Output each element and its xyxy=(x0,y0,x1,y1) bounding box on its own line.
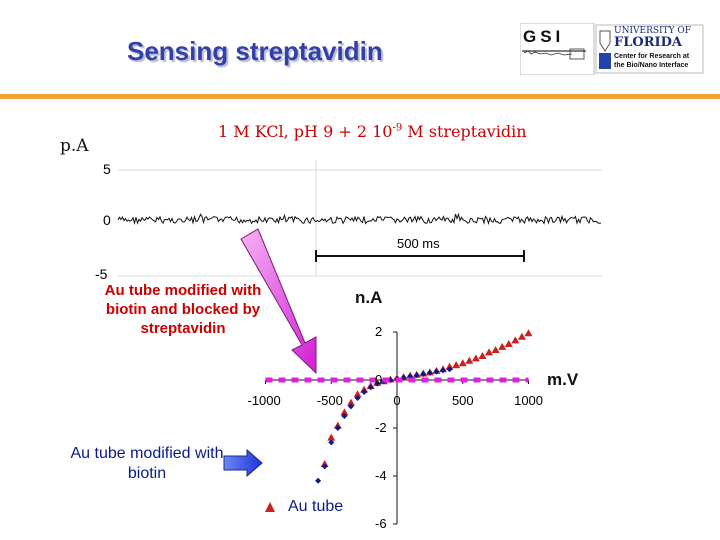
logo-graphics xyxy=(520,23,704,75)
biotin-point xyxy=(440,367,447,374)
au-tube-point xyxy=(327,433,336,441)
uf-logo-line2: FLORIDA xyxy=(614,35,682,50)
au-tube-point xyxy=(485,348,494,356)
au-tube-point xyxy=(498,342,507,350)
au-tube-point xyxy=(478,352,487,359)
au-tube-point xyxy=(524,329,533,337)
biotin-point xyxy=(341,413,348,419)
iv-x-tick-label: 0 xyxy=(393,393,401,408)
au-tube-point xyxy=(511,336,520,344)
trace-condition: 1 M KCl, pH 9 + 2 10-9 M streptavidin xyxy=(218,122,527,141)
au-tube-point xyxy=(346,398,355,406)
current-trace xyxy=(117,212,602,226)
au-tube-point xyxy=(465,356,474,364)
header-divider xyxy=(0,94,720,99)
iv-x-tick-label: -500 xyxy=(316,393,343,408)
condition-tail: M streptavidin xyxy=(402,122,527,141)
biotin-point xyxy=(354,395,361,401)
biotin-point xyxy=(446,366,453,373)
uf-center-line1: Center for Research at xyxy=(614,53,690,60)
biotin-point xyxy=(420,371,427,377)
biotin-point xyxy=(433,368,440,375)
au-tube-point xyxy=(458,359,467,367)
iv-y-tick-label: 0 xyxy=(375,372,383,387)
biotin-point xyxy=(334,425,341,431)
pointer-arrow-blue xyxy=(223,448,263,478)
au-tube-point xyxy=(504,340,513,347)
au-tube-point xyxy=(340,408,349,416)
iv-x-tick-label: 500 xyxy=(451,393,474,408)
biotin-point xyxy=(361,389,368,395)
iv-y-tick-label: -2 xyxy=(375,420,387,435)
uf-logo-line1: UNIVERSITY OF xyxy=(614,26,692,36)
gsi-logo-text: GSI xyxy=(523,27,565,46)
iv-x-axis-label: m.V xyxy=(547,370,579,389)
iv-x-tick-label: 1000 xyxy=(514,393,544,408)
au-tube-point xyxy=(471,354,480,362)
condition-main: 1 M KCl, pH 9 + 2 10 xyxy=(218,122,393,141)
biotin-point xyxy=(328,439,335,446)
iv-y-axis-label: n.A xyxy=(355,288,383,307)
trace-y-unit: p.A xyxy=(60,136,89,156)
uf-center-line2: the Bio/Nano Interface xyxy=(614,62,689,69)
biotin-point xyxy=(315,477,322,484)
biotin-point xyxy=(321,463,328,470)
iv-y-tick-label: -4 xyxy=(375,468,387,483)
biotin-point xyxy=(426,369,433,376)
au-tube-point xyxy=(452,361,461,369)
annotation-au-tube: Au tube xyxy=(288,498,344,515)
slide-title: Sensing streptavidin xyxy=(127,36,383,66)
trace-tick-5: 5 xyxy=(103,161,111,177)
condition-exponent: -9 xyxy=(392,122,403,134)
logos: GSI UNIVERSITY OF FLORIDA Center for Res… xyxy=(520,23,705,75)
pointer-arrow-pink xyxy=(240,228,317,375)
biotin-point xyxy=(347,403,354,410)
au-tube-point xyxy=(353,390,362,398)
au-tube-legend-marker xyxy=(265,502,275,512)
scale-bar-label: 500 ms xyxy=(397,236,440,251)
iv-y-tick-label: 2 xyxy=(375,324,383,339)
au-tube-point xyxy=(517,332,526,340)
trace-tick-0: 0 xyxy=(103,212,111,228)
iv-y-tick-label: -6 xyxy=(375,516,387,531)
iv-x-tick-label: -1000 xyxy=(247,393,281,408)
biotin-point xyxy=(413,372,420,379)
iv-series xyxy=(265,329,533,484)
trace-tick-minus5: -5 xyxy=(95,266,108,282)
annotation-blocked: Au tube modified with biotin and blocked… xyxy=(104,282,262,337)
biotin-point xyxy=(367,384,374,391)
annotation-biotin: Au tube modified with biotin xyxy=(70,445,224,482)
au-tube-point xyxy=(491,346,500,353)
